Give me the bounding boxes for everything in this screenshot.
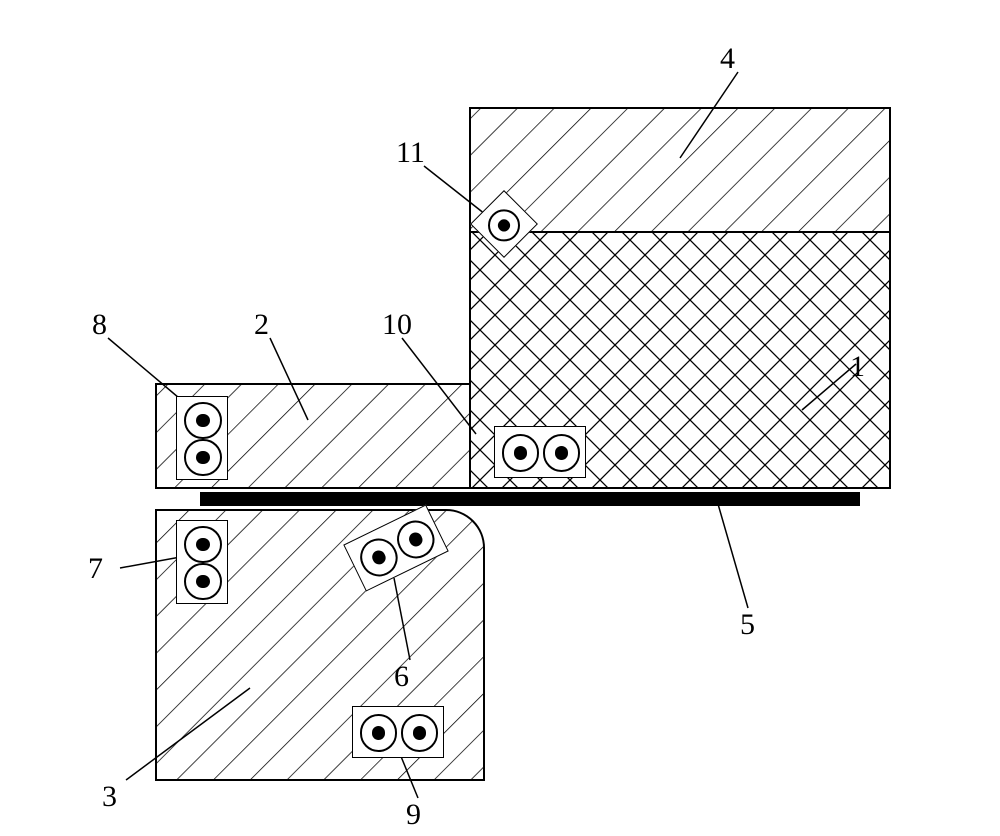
- roller-pair-6: [343, 504, 448, 591]
- roller-pair-7: [176, 520, 228, 604]
- roller-circle: [502, 434, 539, 471]
- label-5: 5: [740, 608, 755, 642]
- label-10: 10: [382, 308, 412, 342]
- roller-circle: [184, 563, 221, 600]
- roller-single-11: [470, 190, 538, 258]
- roller-pair-9: [352, 706, 444, 758]
- label-9: 9: [406, 798, 421, 832]
- roller-circle: [401, 714, 438, 751]
- roller-circle: [184, 402, 221, 439]
- label-1: 1: [850, 350, 865, 384]
- plate-5: [200, 492, 860, 506]
- roller-circle: [481, 202, 527, 248]
- label-7: 7: [88, 552, 103, 586]
- roller-circle: [360, 714, 397, 751]
- label-3: 3: [102, 780, 117, 814]
- label-2: 2: [254, 308, 269, 342]
- roller-pair-10: [494, 426, 586, 478]
- label-4: 4: [720, 42, 735, 76]
- diagram-stage: 1 2 3 4 5 6 7 8 9 10 11: [0, 0, 1000, 836]
- label-8: 8: [92, 308, 107, 342]
- roller-circle: [184, 526, 221, 563]
- label-6: 6: [394, 660, 409, 694]
- roller-pair-8: [176, 396, 228, 480]
- label-11: 11: [396, 136, 425, 170]
- html-layer: 1 2 3 4 5 6 7 8 9 10 11: [0, 0, 1000, 836]
- roller-circle: [184, 439, 221, 476]
- roller-circle: [543, 434, 580, 471]
